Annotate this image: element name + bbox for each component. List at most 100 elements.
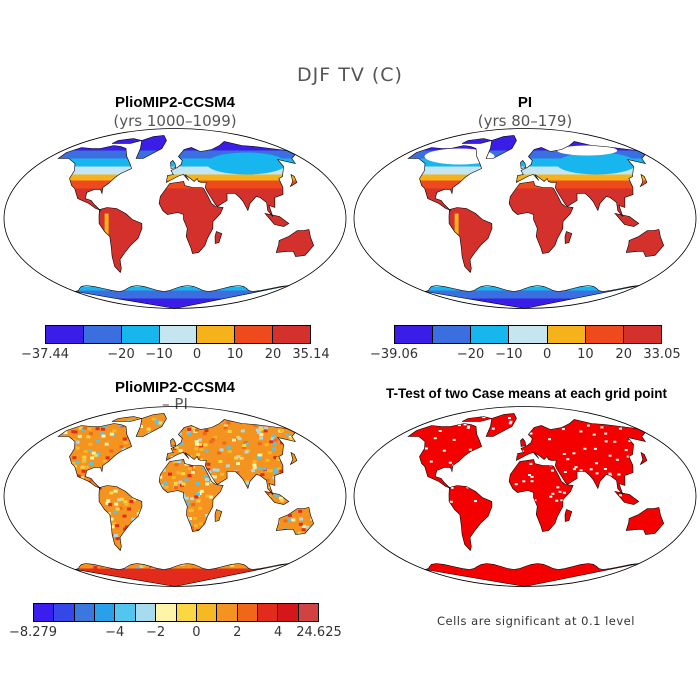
difference-cell — [202, 467, 207, 471]
difference-cell — [302, 566, 306, 570]
difference-cell — [341, 453, 345, 456]
coastline-arctic — [461, 416, 492, 422]
difference-cell — [34, 587, 38, 588]
difference-cell — [318, 427, 322, 430]
difference-cell — [193, 524, 198, 528]
non-significant-cell — [665, 407, 668, 409]
difference-cell — [232, 438, 236, 442]
difference-cell — [124, 562, 129, 566]
colorbar-swatch — [547, 326, 586, 343]
difference-cell — [205, 545, 210, 549]
difference-cell — [7, 549, 11, 552]
non-significant-cell — [424, 491, 428, 494]
difference-cell — [16, 440, 20, 443]
difference-cell — [308, 582, 313, 586]
difference-cell — [58, 466, 62, 470]
difference-cell — [75, 460, 80, 464]
difference-cell — [27, 482, 31, 485]
difference-cell — [62, 500, 67, 504]
non-significant-cell — [680, 477, 683, 479]
difference-cell — [194, 442, 199, 446]
difference-cell — [331, 556, 335, 559]
difference-cell — [266, 406, 270, 409]
difference-cell — [109, 491, 114, 495]
colorbar-tick-label: 20 — [615, 347, 632, 362]
siberia-white-region — [557, 145, 618, 156]
difference-cell — [6, 419, 10, 422]
difference-cell — [333, 552, 337, 555]
difference-cell — [230, 538, 235, 542]
difference-cell — [129, 499, 134, 503]
colorbar-tick-label: 10 — [226, 347, 244, 362]
difference-cell — [161, 563, 166, 567]
difference-cell — [74, 539, 79, 543]
difference-cell — [237, 437, 242, 441]
difference-cell — [197, 438, 202, 442]
difference-cell — [244, 545, 249, 549]
difference-cell — [210, 405, 214, 408]
difference-cell — [185, 551, 189, 554]
difference-cell — [315, 556, 319, 559]
difference-cell — [329, 581, 333, 584]
difference-cell — [204, 449, 209, 453]
difference-cell — [336, 569, 340, 572]
difference-cell — [195, 481, 200, 485]
difference-cell — [128, 434, 133, 438]
difference-cell — [60, 544, 65, 548]
difference-cell — [58, 481, 60, 485]
coastline-na — [407, 423, 482, 489]
difference-cell — [62, 405, 66, 408]
non-significant-cell — [478, 489, 481, 491]
difference-cell — [198, 442, 203, 446]
difference-cell — [130, 426, 135, 430]
difference-cell — [154, 500, 159, 504]
difference-cell — [31, 409, 35, 412]
difference-cell — [49, 459, 53, 462]
non-significant-cell — [646, 494, 650, 497]
difference-cell — [232, 535, 237, 539]
difference-cell — [194, 440, 199, 444]
difference-cell — [190, 497, 195, 501]
difference-cell — [36, 514, 40, 517]
difference-cell — [46, 419, 50, 422]
difference-cell — [123, 500, 128, 504]
difference-cell — [275, 538, 280, 542]
difference-cell — [164, 485, 169, 489]
difference-cell — [40, 434, 44, 437]
difference-cell — [59, 510, 63, 514]
difference-cell — [40, 559, 44, 562]
difference-cell — [65, 406, 69, 409]
non-significant-cell — [578, 489, 582, 492]
non-significant-cell — [371, 483, 374, 485]
non-significant-cell — [524, 416, 528, 419]
difference-cell — [174, 445, 179, 449]
difference-cell — [333, 565, 337, 568]
difference-cell — [87, 427, 92, 431]
difference-cell — [70, 526, 75, 530]
non-significant-cell — [491, 493, 495, 496]
difference-cell — [323, 522, 327, 525]
difference-cell — [48, 548, 52, 551]
non-significant-cell — [603, 468, 607, 470]
difference-cell — [215, 468, 220, 472]
difference-cell — [90, 517, 95, 521]
difference-cell — [295, 439, 300, 443]
difference-cell — [93, 413, 98, 415]
non-significant-cell — [683, 420, 686, 422]
non-significant-cell — [563, 471, 567, 473]
difference-cell — [187, 407, 191, 410]
difference-cell — [102, 518, 107, 522]
difference-cell — [317, 574, 321, 577]
difference-cell — [250, 483, 255, 487]
difference-cell — [71, 519, 76, 523]
difference-cell — [339, 499, 343, 502]
difference-cell — [6, 551, 10, 554]
difference-cell — [340, 507, 344, 510]
difference-cell — [21, 566, 25, 569]
difference-cell — [19, 467, 23, 470]
difference-cell — [4, 577, 8, 580]
non-significant-cell — [496, 488, 500, 491]
difference-cell — [168, 472, 172, 476]
difference-cell — [43, 495, 47, 498]
difference-cell — [289, 438, 294, 442]
